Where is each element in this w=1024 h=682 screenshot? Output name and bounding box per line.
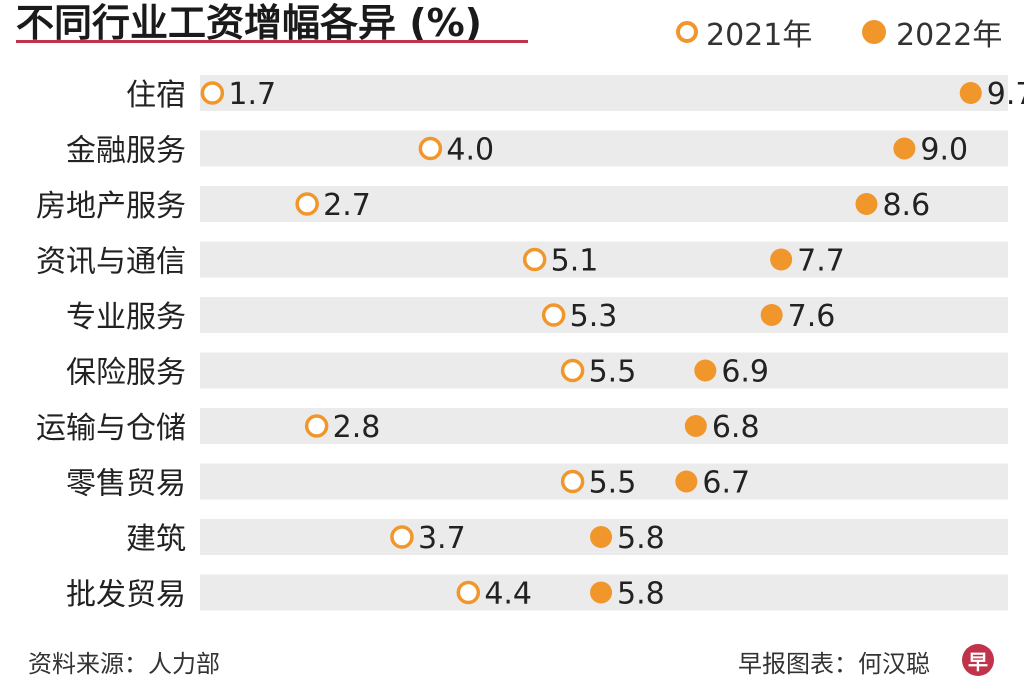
category-label: 金融服务: [66, 134, 186, 169]
row-band: [200, 241, 1008, 278]
category-label: 批发贸易: [66, 578, 186, 613]
row-band: [200, 297, 1008, 333]
series-2021-marks: 1.7 4.0 2.7 5.1 5.3 5.5 2.8 5.5 3.7 4.4: [200, 77, 637, 612]
credit-note: 早报图表：何汉聪: [738, 650, 930, 678]
legend-label-2021: 2021年: [706, 18, 813, 53]
data-label-2022: 5.8: [617, 521, 665, 556]
data-label-2021: 2.7: [323, 188, 371, 223]
data-label-2021: 3.7: [418, 521, 466, 556]
data-label-2021: 1.7: [228, 77, 276, 112]
chart-title: 不同行业工资增幅各异 (%): [16, 1, 483, 45]
row-band: [200, 75, 1008, 111]
source-note: 资料来源：人力部: [28, 650, 220, 678]
data-label-2021: 5.3: [570, 299, 618, 334]
row-band: [200, 408, 1008, 444]
data-label-2022: 5.8: [617, 577, 665, 612]
category-label: 住宿: [126, 78, 186, 113]
point-2021: [390, 525, 414, 549]
data-label-2022: 7.7: [797, 244, 845, 279]
legend-label-2022: 2022年: [896, 18, 1003, 53]
legend-hollow-circle-icon: [676, 21, 698, 43]
point-2022: [590, 581, 613, 604]
point-2022: [959, 82, 982, 104]
row-band: [200, 352, 1008, 389]
point-2022: [684, 415, 707, 437]
row-band: [200, 130, 1008, 167]
data-label-2022: 6.7: [702, 466, 750, 501]
legend-filled-circle-icon: [862, 20, 886, 44]
category-label: 零售贸易: [66, 467, 186, 502]
data-label-2021: 5.1: [551, 244, 599, 279]
data-label-2021: 4.0: [446, 133, 494, 168]
data-label-2022: 6.9: [721, 355, 769, 390]
zaobao-logo-icon: 早: [962, 644, 994, 676]
data-label-2021: 5.5: [589, 355, 637, 390]
point-2022: [694, 359, 717, 382]
data-label-2021: 5.5: [589, 466, 637, 501]
point-2021: [456, 580, 481, 605]
data-label-2021: 2.8: [333, 410, 381, 445]
point-2022: [675, 470, 698, 493]
data-label-2022: 8.6: [882, 188, 930, 223]
category-label: 房地产服务: [36, 189, 186, 224]
point-2021: [560, 358, 585, 383]
point-2022: [590, 526, 613, 548]
category-label: 运输与仓储: [36, 411, 186, 446]
point-2021: [304, 414, 329, 438]
data-label-2022: 9.0: [920, 133, 968, 168]
category-label: 资讯与通信: [36, 245, 186, 280]
category-label: 保险服务: [66, 356, 186, 391]
point-2022: [893, 137, 916, 160]
data-label-2022: 7.6: [788, 299, 836, 334]
data-label-2022: 6.8: [712, 410, 760, 445]
point-2021: [560, 469, 585, 494]
data-label-2022: 9.7: [987, 77, 1024, 112]
point-2022: [770, 248, 793, 271]
dot-plot-chart: 住宿金融服务房地产服务资讯与通信专业服务保险服务运输与仓储零售贸易建筑批发贸易 …: [36, 75, 1024, 613]
title-underline: [16, 40, 528, 43]
point-2022: [855, 193, 878, 215]
point-2022: [760, 304, 783, 326]
point-2021: [522, 247, 547, 272]
data-label-2021: 4.4: [484, 577, 532, 612]
row-band: [200, 463, 1008, 500]
point-2021: [418, 136, 443, 161]
point-2021: [295, 192, 319, 216]
legend-item-2021: 2021年: [676, 10, 812, 54]
point-2021: [541, 303, 566, 327]
category-label: 建筑: [126, 522, 186, 557]
series-2022-marks: 9.7 9.0 8.6 7.7 7.6 6.9 6.8 6.7 5.8 5.8: [590, 77, 1024, 612]
legend-item-2022: 2022年: [862, 10, 1002, 54]
point-2021: [200, 81, 225, 105]
category-label: 专业服务: [66, 300, 186, 335]
